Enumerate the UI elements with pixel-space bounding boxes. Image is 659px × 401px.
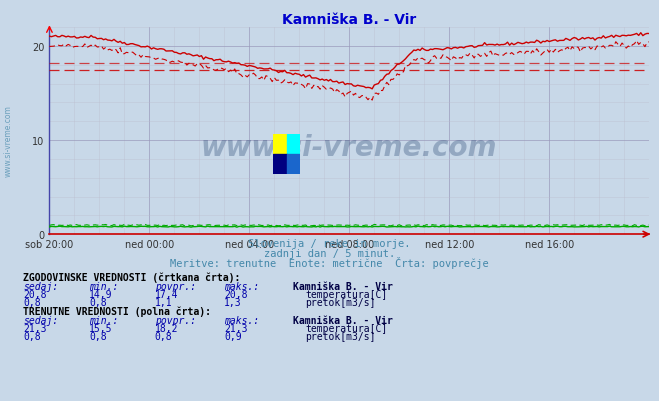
Bar bbox=[273, 134, 287, 154]
Text: 0,8: 0,8 bbox=[23, 298, 41, 308]
Text: 0,8: 0,8 bbox=[89, 298, 107, 308]
Bar bbox=[273, 154, 287, 174]
Text: 21,3: 21,3 bbox=[224, 323, 248, 333]
Text: Slovenija / reke in morje.: Slovenija / reke in morje. bbox=[248, 239, 411, 249]
Text: temperatura[C]: temperatura[C] bbox=[305, 290, 387, 300]
Text: povpr.:: povpr.: bbox=[155, 315, 196, 325]
Text: 1,3: 1,3 bbox=[224, 298, 242, 308]
Text: 20,8: 20,8 bbox=[224, 290, 248, 300]
Text: 21,3: 21,3 bbox=[23, 323, 47, 333]
Text: temperatura[C]: temperatura[C] bbox=[305, 323, 387, 333]
Text: sedaj:: sedaj: bbox=[23, 315, 58, 325]
Text: sedaj:: sedaj: bbox=[23, 282, 58, 292]
Text: zadnji dan / 5 minut.: zadnji dan / 5 minut. bbox=[264, 249, 395, 259]
Text: pretok[m3/s]: pretok[m3/s] bbox=[305, 331, 376, 341]
Text: min.:: min.: bbox=[89, 315, 119, 325]
Text: pretok[m3/s]: pretok[m3/s] bbox=[305, 298, 376, 308]
Text: 14,9: 14,9 bbox=[89, 290, 113, 300]
Text: maks.:: maks.: bbox=[224, 282, 259, 292]
Text: min.:: min.: bbox=[89, 282, 119, 292]
Text: 0,8: 0,8 bbox=[89, 331, 107, 341]
Text: www.si-vreme.com: www.si-vreme.com bbox=[3, 105, 13, 176]
Text: 17,4: 17,4 bbox=[155, 290, 179, 300]
Bar bbox=[287, 154, 300, 174]
Text: povpr.:: povpr.: bbox=[155, 282, 196, 292]
Text: TRENUTNE VREDNOSTI (polna črta):: TRENUTNE VREDNOSTI (polna črta): bbox=[23, 306, 211, 316]
Text: maks.:: maks.: bbox=[224, 315, 259, 325]
Text: 0,8: 0,8 bbox=[155, 331, 173, 341]
Bar bbox=[287, 134, 300, 154]
Text: 15,5: 15,5 bbox=[89, 323, 113, 333]
Text: 18,2: 18,2 bbox=[155, 323, 179, 333]
Text: Kamniška B. - Vir: Kamniška B. - Vir bbox=[293, 315, 393, 325]
Text: Kamniška B. - Vir: Kamniška B. - Vir bbox=[293, 282, 393, 292]
Text: 20,8: 20,8 bbox=[23, 290, 47, 300]
Text: 0,9: 0,9 bbox=[224, 331, 242, 341]
Text: 1,1: 1,1 bbox=[155, 298, 173, 308]
Text: 0,8: 0,8 bbox=[23, 331, 41, 341]
Text: ZGODOVINSKE VREDNOSTI (črtkana črta):: ZGODOVINSKE VREDNOSTI (črtkana črta): bbox=[23, 272, 241, 283]
Text: Meritve: trenutne  Enote: metrične  Črta: povprečje: Meritve: trenutne Enote: metrične Črta: … bbox=[170, 257, 489, 269]
Title: Kamniška B. - Vir: Kamniška B. - Vir bbox=[282, 13, 416, 27]
Text: www.si-vreme.com: www.si-vreme.com bbox=[201, 134, 498, 162]
